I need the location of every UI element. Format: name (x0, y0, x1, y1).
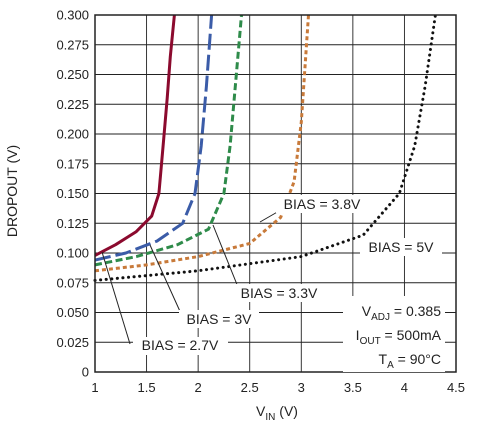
x-tick-label: 1 (91, 380, 98, 395)
x-tick-label: 2.5 (241, 380, 259, 395)
x-tick-label: 4 (401, 380, 408, 395)
series-lines (93, 13, 437, 282)
series-line-3 (94, 14, 243, 267)
y-tick-label: 0.125 (56, 216, 89, 231)
label-bias-3-8: BIAS = 3.8V (284, 196, 361, 212)
y-tick-label: 0.200 (56, 127, 89, 142)
x-tick-label: 3.5 (344, 380, 362, 395)
x-tick-label: 1.5 (138, 380, 156, 395)
condition-ta: TA = 90°C (379, 351, 441, 371)
y-tick-label: 0.275 (56, 37, 89, 52)
y-tick-label: 0.300 (56, 8, 89, 23)
y-tick-label: 0.100 (56, 246, 89, 261)
tick-labels: 1 1.5 2 2.5 3 3.5 4 4.5 0 0.025 0.050 0.075 0.100 0.1… (56, 8, 465, 396)
label-bias-2-7: BIAS = 2.7V (142, 337, 219, 353)
y-tick-label: 0.050 (56, 305, 89, 320)
x-tick-label: 4.5 (447, 380, 465, 395)
y-tick-label: 0.250 (56, 67, 89, 82)
annotations: BIAS = 2.7V BIAS = 3V BIAS = 3.3V BIAS =… (101, 195, 445, 372)
y-axis-title: DROPOUT (V) (4, 145, 20, 237)
x-tick-label: 3 (298, 380, 305, 395)
series-line-1 (94, 14, 176, 257)
y-tick-label: 0.025 (56, 335, 89, 350)
y-tick-label: 0.075 (56, 275, 89, 290)
series-line-4 (94, 14, 310, 273)
label-bias-3: BIAS = 3V (187, 311, 253, 327)
label-bias-3-3: BIAS = 3.3V (241, 285, 318, 301)
label-bias-5: BIAS = 5V (369, 239, 435, 255)
condition-iout: IOUT = 500mA (356, 327, 442, 347)
series-line-2 (94, 14, 214, 262)
x-axis-title: VIN (V) (256, 403, 298, 423)
x-tick-label: 2 (195, 380, 202, 395)
y-tick-label: 0 (82, 365, 89, 380)
y-tick-label: 0.150 (56, 186, 89, 201)
plot-frame (94, 14, 457, 373)
condition-vadj: VADJ = 0.385 (362, 303, 441, 323)
y-tick-label: 0.225 (56, 97, 89, 112)
y-tick-label: 0.175 (56, 156, 89, 171)
